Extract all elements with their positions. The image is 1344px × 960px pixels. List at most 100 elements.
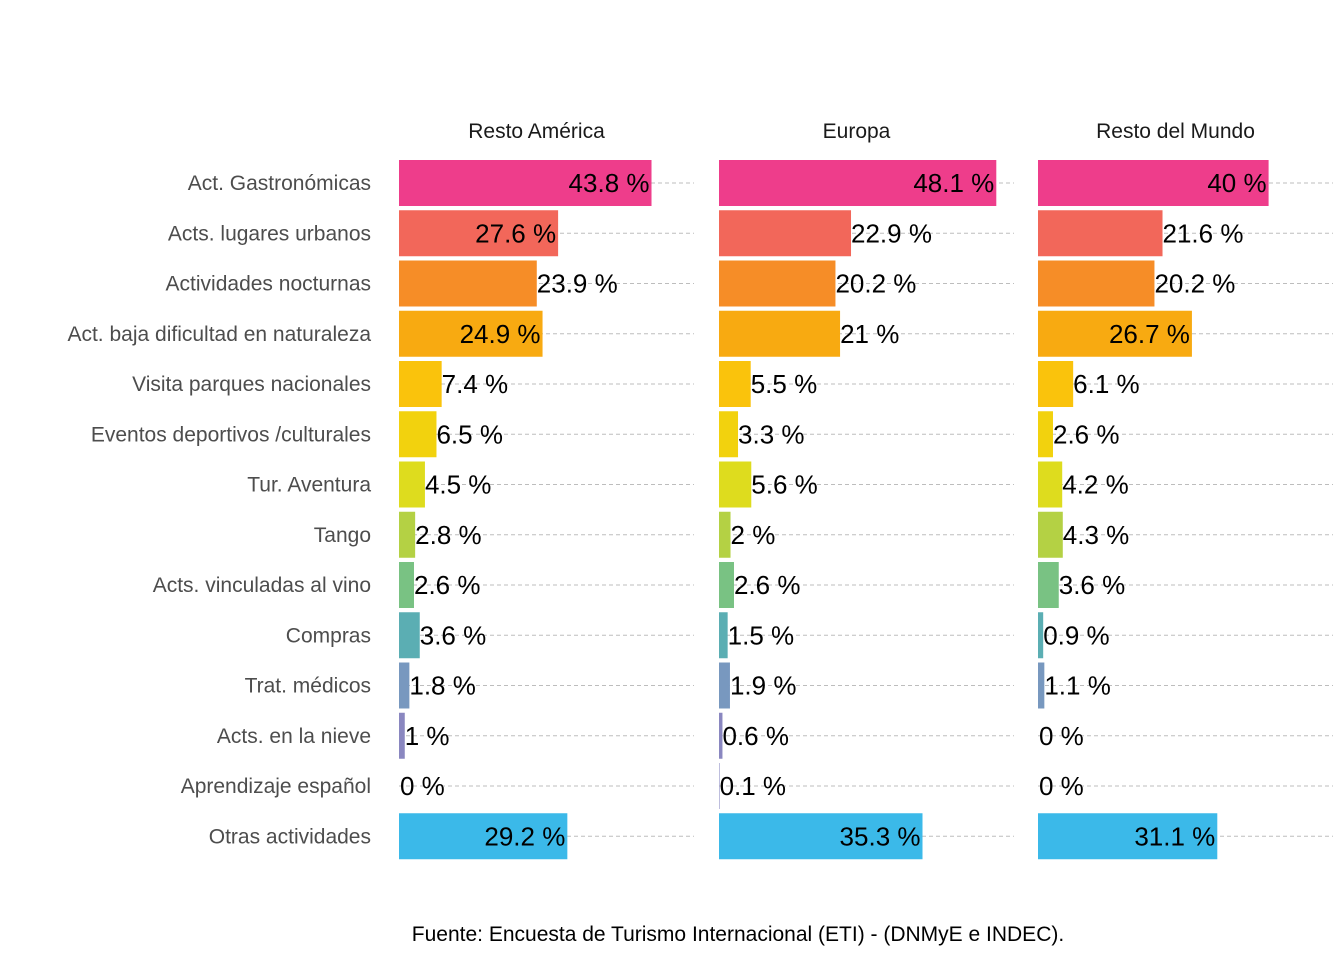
bar	[719, 160, 997, 206]
data-label: 4.5 %	[425, 470, 492, 500]
data-label: 0.9 %	[1043, 620, 1110, 650]
bar	[1038, 260, 1155, 307]
category-label: Acts. en la nieve	[217, 725, 371, 748]
bar	[719, 361, 751, 407]
chart-caption: Fuente: Encuesta de Turismo Internaciona…	[412, 923, 1064, 946]
bar	[1038, 511, 1063, 558]
data-label: 2.6 %	[1053, 419, 1120, 449]
bar	[399, 160, 652, 206]
data-label: 3.6 %	[420, 620, 487, 650]
data-label: 20.2 %	[1154, 269, 1235, 299]
category-label: Otras actividades	[209, 825, 371, 848]
bar	[719, 210, 852, 257]
category-label: Act. Gastronómicas	[188, 172, 371, 195]
bar	[399, 813, 568, 860]
bar	[1038, 612, 1044, 659]
bar	[1038, 361, 1074, 407]
data-label: 5.6 %	[751, 470, 818, 500]
bar	[399, 511, 416, 558]
data-label: 26.7 %	[1109, 319, 1190, 349]
category-label: Actividades nocturnas	[166, 273, 371, 296]
bar	[719, 511, 731, 558]
category-label: Acts. lugares urbanos	[168, 222, 371, 245]
category-label: Eventos deportivos /culturales	[91, 423, 371, 446]
data-label: 1.9 %	[730, 671, 797, 701]
bar	[399, 210, 559, 257]
data-label: 23.9 %	[537, 269, 618, 299]
bar	[719, 411, 739, 458]
bar	[1038, 461, 1063, 508]
data-label: 22.9 %	[851, 218, 932, 248]
data-label: 1.5 %	[728, 620, 795, 650]
bar	[1038, 210, 1163, 257]
labels: Act. Gastronómicas Acts. lugares urbanos A…	[67, 120, 1266, 851]
data-label: 0.6 %	[722, 721, 789, 751]
bar	[399, 461, 425, 508]
bar	[1038, 662, 1045, 709]
data-label: 7.4 %	[442, 369, 509, 399]
category-label: Compras	[286, 624, 371, 647]
facet-title: Resto del Mundo	[1096, 120, 1255, 143]
bar	[1038, 160, 1269, 206]
facet-title: Europa	[823, 120, 891, 143]
data-label: 1.1 %	[1044, 671, 1111, 701]
data-label: 21.6 %	[1163, 218, 1244, 248]
data-label: 20.2 %	[835, 269, 916, 299]
data-label: 43.8 %	[569, 168, 650, 198]
bar	[1038, 813, 1218, 860]
bars	[399, 160, 1269, 860]
category-label: Visita parques nacionales	[132, 373, 371, 396]
bar	[719, 763, 720, 809]
category-label: Acts. vinculadas al vino	[153, 574, 371, 597]
data-label: 2.6 %	[734, 570, 801, 600]
bar	[399, 712, 405, 759]
data-label: 1 %	[405, 721, 450, 751]
bar	[399, 310, 543, 357]
data-label: 3.3 %	[738, 419, 805, 449]
data-label: 29.2 %	[484, 821, 565, 851]
data-label: 40 %	[1207, 168, 1266, 198]
bar	[399, 361, 442, 407]
data-label: 48.1 %	[913, 168, 994, 198]
category-label: Tur. Aventura	[247, 474, 371, 497]
bar	[1038, 310, 1192, 357]
data-label: 4.2 %	[1062, 470, 1129, 500]
data-label: 4.3 %	[1063, 520, 1130, 550]
bar	[719, 461, 752, 508]
data-label: 27.6 %	[475, 218, 556, 248]
data-label: 2.6 %	[414, 570, 481, 600]
data-label: 1.8 %	[409, 671, 476, 701]
data-label: 31.1 %	[1134, 821, 1215, 851]
bar	[719, 612, 728, 659]
bar	[399, 260, 537, 307]
data-label: 0 %	[400, 771, 445, 801]
data-label: 2.8 %	[415, 520, 482, 550]
bar	[719, 813, 923, 860]
bar	[719, 260, 836, 307]
data-label: 6.1 %	[1073, 369, 1140, 399]
category-label: Act. baja dificultad en naturaleza	[67, 323, 371, 346]
category-label: Tango	[314, 524, 371, 547]
bar	[719, 310, 841, 357]
bar	[399, 612, 420, 659]
bar	[399, 562, 414, 608]
category-label: Trat. médicos	[245, 675, 371, 698]
data-label: 24.9 %	[460, 319, 541, 349]
data-label: 0 %	[1039, 721, 1084, 751]
bar	[719, 662, 730, 709]
data-label: 5.5 %	[751, 369, 818, 399]
data-label: 3.6 %	[1059, 570, 1126, 600]
data-label: 0 %	[1039, 771, 1084, 801]
facet-title: Resto América	[468, 120, 605, 143]
data-label: 35.3 %	[840, 821, 921, 851]
bar	[399, 411, 437, 458]
data-label: 0.1 %	[720, 771, 787, 801]
bar	[719, 712, 723, 759]
bar	[1038, 411, 1053, 458]
bar	[399, 662, 410, 709]
data-label: 6.5 %	[436, 419, 503, 449]
bar	[719, 562, 734, 608]
data-label: 21 %	[840, 319, 899, 349]
bar	[1038, 562, 1059, 608]
